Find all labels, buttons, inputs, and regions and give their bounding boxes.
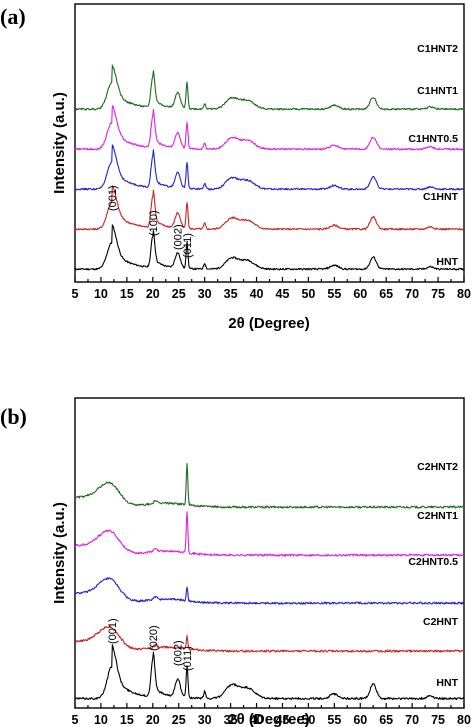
x-tick-label: 25 bbox=[172, 287, 186, 301]
series-label: C2HNT0.5 bbox=[408, 556, 458, 568]
panel-a-peak-labels: (001) (100) (002)(011) bbox=[107, 185, 194, 258]
panel-a-traces bbox=[74, 64, 465, 271]
series-label: HNT bbox=[436, 677, 458, 689]
peak-label: (011) bbox=[182, 646, 194, 671]
series-label: C2HNT1 bbox=[417, 510, 458, 522]
x-tick-label: 60 bbox=[353, 287, 367, 301]
series-line-c1hnt2 bbox=[74, 64, 465, 111]
x-tick-label: 15 bbox=[120, 287, 134, 301]
x-tick-label: 75 bbox=[431, 287, 445, 301]
x-tick-label: 65 bbox=[379, 287, 393, 301]
x-tick-label: 40 bbox=[250, 713, 264, 727]
x-tick-label: 80 bbox=[457, 713, 471, 727]
x-tick-label: 45 bbox=[276, 713, 290, 727]
x-tick-label: 35 bbox=[224, 713, 238, 727]
x-tick-label: 35 bbox=[224, 287, 238, 301]
x-tick-label: 5 bbox=[72, 287, 79, 301]
x-tick-label: 20 bbox=[146, 287, 160, 301]
peak-label: (011) bbox=[182, 233, 194, 258]
x-tick-label: 20 bbox=[146, 713, 160, 727]
peak-label: (002) bbox=[173, 640, 185, 666]
series-label: C2HNT bbox=[423, 616, 459, 628]
panel-a-x-axis-label: 2θ (Degree) bbox=[228, 315, 309, 332]
panel-b-label: (b) bbox=[0, 404, 27, 429]
panel-a-plot-frame bbox=[74, 3, 465, 283]
x-tick-label: 50 bbox=[301, 287, 315, 301]
x-tick-label: 60 bbox=[353, 713, 367, 727]
panel-b: (b) 5 10 15 20 25 30 35 40 45 50 55 60 65 70 75 80 HNT C… bbox=[0, 397, 471, 727]
x-tick-label: 30 bbox=[198, 287, 212, 301]
panel-a-y-axis-label: Intensity (a.u.) bbox=[51, 92, 68, 194]
peak-label: (001) bbox=[107, 185, 119, 211]
x-tick-label: 30 bbox=[198, 713, 212, 727]
panel-a: (a) 5 10 15 20 25 30 35 40 45 50 55 60 65 70 75 80 HNT C… bbox=[0, 3, 471, 332]
series-label: C1HNT0.5 bbox=[408, 133, 458, 145]
series-label: C2HNT2 bbox=[417, 461, 458, 473]
x-tick-label: 50 bbox=[301, 713, 315, 727]
x-tick-label: 75 bbox=[431, 713, 445, 727]
panel-b-y-axis-label: Intensity (a.u.) bbox=[51, 502, 68, 604]
series-line-c1hnt0-5 bbox=[74, 144, 465, 191]
x-tick-label: 55 bbox=[327, 713, 341, 727]
panel-a-series-labels: HNT C1HNT C1HNT0.5 C1HNT1 C1HNT2 bbox=[408, 43, 458, 268]
series-label: C1HNT2 bbox=[417, 43, 458, 55]
series-line-c2hnt bbox=[74, 625, 465, 653]
panel-b-traces bbox=[74, 462, 465, 701]
x-tick-label: 5 bbox=[72, 713, 79, 727]
series-line-c1hnt bbox=[74, 185, 465, 231]
peak-label: (100) bbox=[148, 210, 160, 236]
peak-label: (002) bbox=[173, 224, 185, 250]
x-tick-label: 80 bbox=[457, 287, 471, 301]
series-label: C1HNT1 bbox=[417, 85, 458, 97]
x-tick-label: 55 bbox=[327, 287, 341, 301]
series-label: C1HNT bbox=[423, 191, 459, 203]
x-tick-label: 10 bbox=[94, 287, 108, 301]
panel-b-series-labels: HNT C2HNT C2HNT0.5 C2HNT1 C2HNT2 bbox=[408, 461, 458, 689]
peak-label: (020) bbox=[148, 625, 160, 651]
x-tick-label: 70 bbox=[405, 287, 419, 301]
series-line-c2hnt1 bbox=[74, 511, 465, 557]
x-tick-label: 40 bbox=[250, 287, 264, 301]
series-line-hnt bbox=[74, 224, 465, 271]
peak-label: (001) bbox=[107, 618, 119, 644]
panel-a-label: (a) bbox=[0, 4, 26, 29]
series-label: HNT bbox=[436, 256, 458, 268]
x-tick-label: 45 bbox=[276, 287, 290, 301]
panel-b-peak-labels: (001) (020) (002)(011) bbox=[107, 618, 194, 671]
panel-b-x-axis-label: 2θ (Degree) bbox=[228, 711, 309, 727]
panel-a-x-ticks: 5 10 15 20 25 30 35 40 45 50 55 60 65 70 75 80 bbox=[72, 277, 471, 301]
panel-b-x-ticks: 5 10 15 20 25 30 35 40 45 50 55 60 65 70 75 80 bbox=[72, 703, 471, 727]
series-line-hnt bbox=[74, 644, 465, 701]
x-tick-label: 65 bbox=[379, 713, 393, 727]
series-line-c2hnt0-5 bbox=[74, 577, 465, 605]
series-line-c1hnt1 bbox=[74, 105, 465, 151]
x-tick-label: 10 bbox=[94, 713, 108, 727]
series-line-c2hnt2 bbox=[74, 462, 465, 509]
x-tick-label: 15 bbox=[120, 713, 134, 727]
x-tick-label: 25 bbox=[172, 713, 186, 727]
x-tick-label: 70 bbox=[405, 713, 419, 727]
